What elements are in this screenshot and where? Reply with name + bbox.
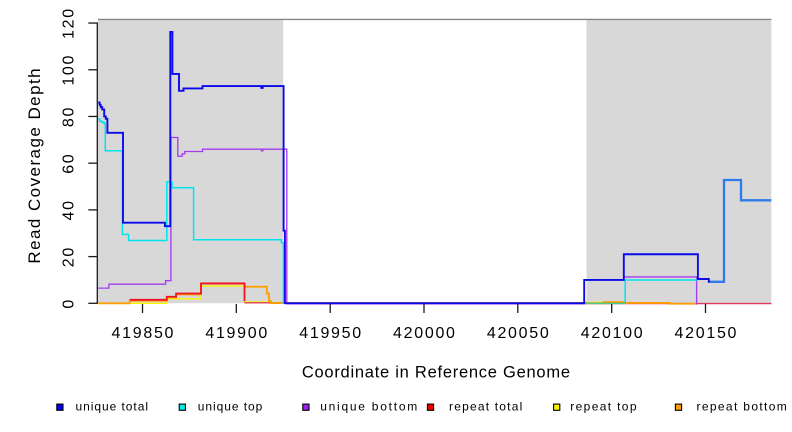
svg-text:40: 40: [61, 199, 78, 220]
svg-text:repeat total: repeat total: [449, 400, 523, 414]
svg-text:60: 60: [61, 153, 78, 174]
svg-text:419850: 419850: [112, 325, 176, 342]
svg-text:420150: 420150: [675, 325, 739, 342]
svg-text:repeat bottom: repeat bottom: [697, 400, 789, 414]
svg-text:0: 0: [61, 298, 78, 309]
svg-text:420000: 420000: [393, 325, 457, 342]
svg-text:unique bottom: unique bottom: [320, 400, 419, 414]
svg-text:Read Coverage Depth: Read Coverage Depth: [25, 67, 44, 264]
svg-text:unique total: unique total: [76, 400, 149, 414]
svg-text:419950: 419950: [299, 325, 363, 342]
svg-text:420100: 420100: [581, 325, 645, 342]
svg-text:repeat top: repeat top: [570, 400, 638, 414]
svg-text:419900: 419900: [205, 325, 269, 342]
svg-text:Coordinate in Reference Genome: Coordinate in Reference Genome: [302, 364, 571, 382]
svg-text:20: 20: [61, 246, 78, 267]
svg-text:unique top: unique top: [198, 400, 263, 414]
svg-text:420050: 420050: [487, 325, 551, 342]
svg-text:80: 80: [61, 106, 78, 127]
svg-text:120: 120: [61, 7, 78, 39]
svg-text:100: 100: [61, 54, 78, 86]
